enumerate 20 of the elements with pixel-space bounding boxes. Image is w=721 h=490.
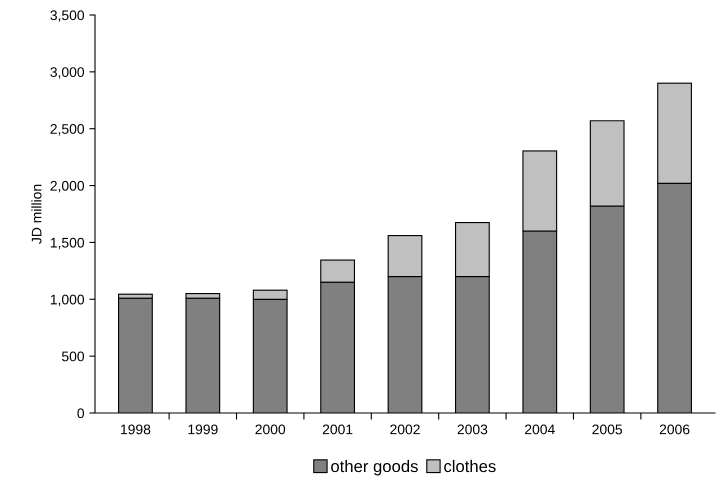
x-tick-label: 2004 bbox=[525, 424, 555, 434]
y-tick-label: 2,500 bbox=[50, 124, 84, 136]
y-tick-label: 3,000 bbox=[50, 67, 84, 79]
y-axis-title: JD million bbox=[31, 184, 42, 244]
x-tick-label: 2000 bbox=[255, 424, 286, 434]
x-tick-label: 2006 bbox=[660, 424, 690, 434]
x-tick-label: 2005 bbox=[592, 424, 622, 434]
x-tick-label: 1999 bbox=[188, 424, 218, 434]
x-tick-label: 2001 bbox=[322, 424, 352, 434]
legend-label: other goods bbox=[331, 460, 418, 476]
x-tick-label: 2002 bbox=[390, 424, 420, 434]
x-tick-label: 2003 bbox=[458, 424, 488, 434]
x-tick-label: 1998 bbox=[121, 424, 150, 434]
y-tick-label: 1,500 bbox=[50, 238, 84, 250]
y-tick-label: 2,000 bbox=[50, 180, 84, 192]
legend-label: clothes bbox=[444, 460, 496, 472]
y-tick-label: 3,500 bbox=[50, 10, 84, 22]
y-tick-label: 0 bbox=[77, 408, 84, 418]
y-tick-label: 1,000 bbox=[50, 294, 84, 306]
y-tick-label: 500 bbox=[62, 351, 84, 362]
